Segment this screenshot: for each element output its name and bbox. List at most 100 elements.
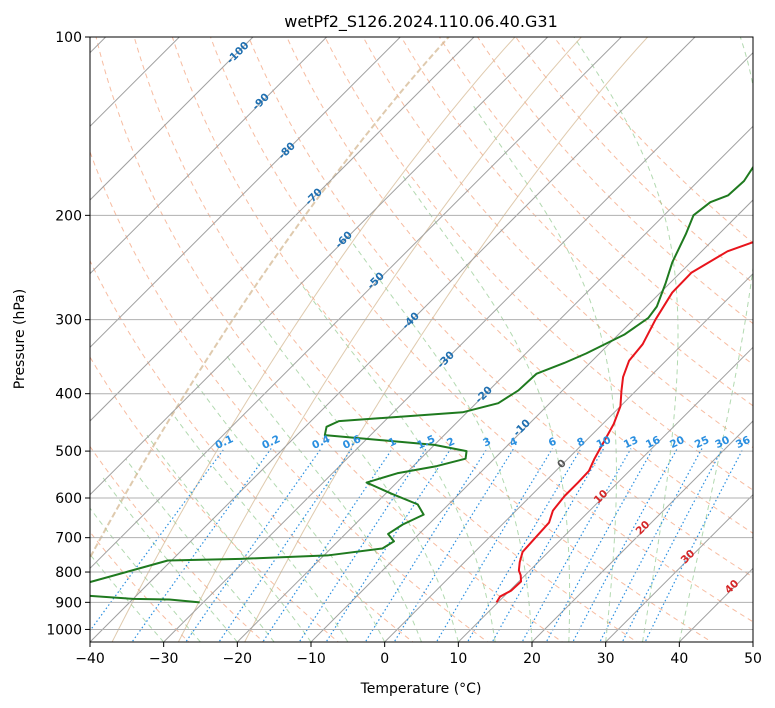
mixing-ratio-line xyxy=(644,448,744,642)
mixing-ratio-line xyxy=(521,448,632,642)
dewpoint-line xyxy=(90,165,753,604)
x-tick-label: −40 xyxy=(75,651,105,667)
mixing-ratio-line xyxy=(545,448,654,642)
moist-adiabat-line xyxy=(400,173,571,642)
mixing-ratio-label: 30 xyxy=(713,434,731,451)
y-tick-label: 500 xyxy=(55,444,82,460)
isotherm-line xyxy=(90,37,696,642)
y-tick-label: 300 xyxy=(55,313,82,329)
isotherm-line xyxy=(90,37,254,201)
moist-adiabat-line xyxy=(258,319,459,642)
x-tick-label: 10 xyxy=(449,651,467,667)
mixing-ratio-label: 2 xyxy=(445,436,457,450)
dry-adiabat-line xyxy=(324,37,753,491)
profile-series xyxy=(90,165,753,604)
mixing-ratio-line xyxy=(621,448,723,642)
mixing-ratio-line xyxy=(466,448,582,642)
isotherm-line xyxy=(90,37,181,128)
moist-adiabat-line xyxy=(171,412,349,642)
dry-adiabat-label: 40 xyxy=(723,578,742,597)
dry-adiabat-line xyxy=(286,37,753,534)
mixing-ratio-label: 0.2 xyxy=(260,433,282,452)
y-tick-label: 200 xyxy=(55,208,82,224)
dry-adiabat-line xyxy=(362,37,753,449)
mixing-ratio-line xyxy=(185,448,322,642)
mixing-ratio-label: 36 xyxy=(734,434,752,451)
mixing-ratio-label: 1.5 xyxy=(415,433,437,452)
mixing-ratio-label: 25 xyxy=(693,434,711,451)
dry-adiabat-line xyxy=(438,37,753,366)
dry-adiabat-label: 20 xyxy=(634,519,653,538)
isotherm-line xyxy=(531,420,753,642)
dry-adiabat-line xyxy=(248,37,753,578)
curved-reference-line xyxy=(111,37,516,642)
mixing-ratio-label: 8 xyxy=(575,436,587,450)
moist-adiabat-line xyxy=(226,355,422,642)
mixing-ratio-label: 1 xyxy=(387,436,399,450)
isotherm-line xyxy=(162,51,753,642)
mixing-ratio-line xyxy=(572,448,678,642)
moist-adiabat-line xyxy=(195,383,386,642)
moist-adiabat-line xyxy=(345,233,533,642)
curved-reference-line xyxy=(177,37,582,642)
plot-frame xyxy=(89,36,754,643)
mixing-ratio-label: 13 xyxy=(622,434,640,451)
mixing-ratio-label: 10 xyxy=(595,434,613,451)
curved-reference-line xyxy=(244,37,649,642)
background-lines xyxy=(0,10,753,654)
mixing-ratio-label: 0.1 xyxy=(213,433,235,452)
y-tick-label: 400 xyxy=(55,387,82,403)
moist-adiabat-line xyxy=(125,458,275,642)
dry-adiabat-label: -100 xyxy=(224,39,251,66)
x-tick-label: 20 xyxy=(523,651,541,667)
isotherm-line xyxy=(90,37,402,349)
x-tick-label: 40 xyxy=(670,651,688,667)
x-tick-label: 0 xyxy=(380,651,389,667)
mixing-ratio-line xyxy=(262,448,393,642)
isotherm-line xyxy=(236,125,753,642)
dry-adiabat-line xyxy=(400,37,753,407)
dry-adiabat-label: 30 xyxy=(679,548,698,567)
dry-adiabat-label: -50 xyxy=(365,270,387,292)
moist-adiabat-line xyxy=(90,553,165,642)
reference-labels: -100-90-80-70-60-50-40-30-20-10010203040… xyxy=(213,39,752,596)
moist-adiabat-line xyxy=(300,282,496,642)
mixing-ratio-line xyxy=(364,448,488,642)
isotherm-line xyxy=(90,37,475,422)
isotherm-line xyxy=(90,37,328,275)
moist-adiabat-line xyxy=(102,477,238,642)
y-tick-label: 800 xyxy=(55,565,82,581)
x-tick-label: 50 xyxy=(744,651,762,667)
y-tick-label: 1000 xyxy=(46,622,82,638)
y-tick-label: 600 xyxy=(55,491,82,507)
moist-adiabat-line xyxy=(472,104,617,642)
curved-reference-line xyxy=(90,37,450,560)
isotherm-line xyxy=(604,493,753,642)
mixing-ratio-line xyxy=(298,448,427,642)
isotherm-line xyxy=(0,10,59,654)
isotherm-line xyxy=(457,346,753,642)
grid-lines xyxy=(90,36,753,630)
y-axis-label: Pressure (hPa) xyxy=(12,289,28,389)
y-tick-label: 900 xyxy=(55,595,82,611)
mixing-ratio-line xyxy=(435,448,553,642)
dry-adiabat-line xyxy=(90,531,190,642)
x-tick-label: −20 xyxy=(223,651,253,667)
isotherm-line xyxy=(310,199,753,642)
mixing-ratio-label: 20 xyxy=(668,434,686,451)
mixing-ratio-line xyxy=(218,448,353,642)
axis-ticks: −40 −30 −20 −10 0 10 20 30 40 5010020030040050060… xyxy=(46,30,762,667)
mixing-ratio-label: 6 xyxy=(547,436,559,450)
x-tick-label: −10 xyxy=(296,651,326,667)
dry-adiabat-line xyxy=(209,37,753,623)
dry-adiabat-line xyxy=(90,150,489,642)
temperature-line xyxy=(495,241,753,603)
mixing-ratio-label: 16 xyxy=(644,434,662,451)
mixing-ratio-line xyxy=(131,448,272,642)
y-tick-label: 700 xyxy=(55,531,82,547)
mixing-ratio-label: 3 xyxy=(481,436,493,450)
isotherm-line xyxy=(90,37,623,570)
x-tick-label: 30 xyxy=(597,651,615,667)
chart-title: wetPf2_S126.2024.110.06.40.G31 xyxy=(284,12,558,32)
